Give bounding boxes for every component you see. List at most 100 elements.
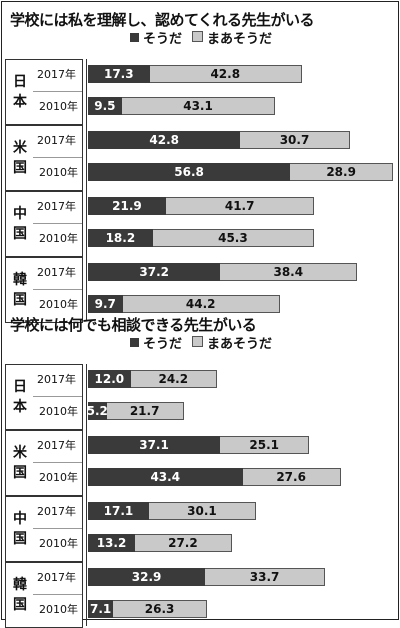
bar-segment: 9.7 bbox=[88, 295, 123, 313]
legend-item: そうだ bbox=[130, 32, 182, 47]
chart-title: 学校には何でも相談できる先生がいる bbox=[10, 316, 257, 334]
bar-segment: 21.7 bbox=[106, 402, 184, 420]
year-label: 2010年 bbox=[39, 232, 78, 245]
bar-segment: 32.9 bbox=[88, 568, 206, 586]
legend-item: まあそうだ bbox=[192, 31, 273, 47]
country-label-char: 韓 bbox=[13, 577, 27, 593]
bar-segment: 7.1 bbox=[88, 600, 114, 618]
legend-label: そうだ bbox=[143, 32, 183, 47]
year-label: 2017年 bbox=[37, 68, 76, 81]
legend-label: まあそうだ bbox=[207, 337, 273, 352]
bar-segment: 42.8 bbox=[88, 131, 241, 149]
year-label: 2010年 bbox=[39, 100, 78, 113]
country-label-char: 本 bbox=[13, 399, 27, 415]
year-label: 2017年 bbox=[37, 266, 76, 279]
bar-segment: 30.1 bbox=[148, 502, 257, 520]
year-label: 2017年 bbox=[37, 505, 76, 518]
year-separator bbox=[33, 462, 82, 463]
year-label: 2017年 bbox=[37, 134, 76, 147]
bar-segment: 38.4 bbox=[220, 263, 358, 281]
year-label-box: 2017年 2010年 bbox=[33, 364, 83, 430]
year-label-box: 2017年 2010年 bbox=[33, 125, 83, 191]
bar-segment: 42.8 bbox=[149, 65, 302, 83]
country-label-box: 中国 bbox=[5, 191, 35, 257]
year-label: 2017年 bbox=[37, 439, 76, 452]
year-separator bbox=[33, 396, 82, 397]
legend-item: まあそうだ bbox=[192, 336, 273, 352]
legend-label: まあそうだ bbox=[207, 32, 273, 47]
bar-segment: 43.4 bbox=[88, 468, 243, 486]
legend-swatch bbox=[130, 33, 139, 42]
country-label-char: 中 bbox=[13, 511, 27, 527]
bar-segment: 9.5 bbox=[88, 97, 122, 115]
year-label: 2010年 bbox=[39, 298, 78, 311]
bar-segment: 37.2 bbox=[88, 263, 221, 281]
year-separator bbox=[33, 528, 82, 529]
legend-swatch bbox=[192, 336, 204, 347]
bar-segment: 33.7 bbox=[205, 568, 326, 586]
year-label: 2017年 bbox=[37, 571, 76, 584]
bar-segment: 56.8 bbox=[88, 163, 291, 181]
country-label-char: 国 bbox=[13, 531, 27, 547]
bar-segment: 25.1 bbox=[220, 436, 310, 454]
country-label-box: 米国 bbox=[5, 125, 35, 191]
country-label-char: 中 bbox=[13, 206, 27, 222]
year-label: 2010年 bbox=[39, 471, 78, 484]
value-axis-line bbox=[86, 364, 87, 626]
bar-segment: 12.0 bbox=[88, 370, 131, 388]
bar-segment: 43.1 bbox=[121, 97, 276, 115]
bar-segment: 44.2 bbox=[122, 295, 280, 313]
chart-title: 学校には私を理解し、認めてくれる先生がいる bbox=[10, 11, 315, 29]
year-separator bbox=[33, 594, 82, 595]
year-separator bbox=[33, 223, 82, 224]
legend-label: そうだ bbox=[143, 337, 183, 352]
bar-segment: 30.7 bbox=[240, 131, 350, 149]
year-label-box: 2017年 2010年 bbox=[33, 191, 83, 257]
bar-segment: 27.2 bbox=[134, 534, 232, 552]
country-label-box: 韓国 bbox=[5, 257, 35, 323]
country-label-char: 国 bbox=[13, 226, 27, 242]
country-label-box: 日本 bbox=[5, 364, 35, 430]
year-label: 2017年 bbox=[37, 373, 76, 386]
year-label-box: 2017年 2010年 bbox=[33, 496, 83, 562]
bar-segment: 26.3 bbox=[113, 600, 207, 618]
year-label: 2017年 bbox=[37, 200, 76, 213]
year-label: 2010年 bbox=[39, 537, 78, 550]
country-label-box: 日本 bbox=[5, 59, 35, 125]
bar-segment: 17.1 bbox=[88, 502, 149, 520]
country-label-char: 韓 bbox=[13, 272, 27, 288]
chart-legend: そうだ まあそうだ bbox=[130, 28, 282, 47]
bar-segment: 28.9 bbox=[290, 163, 394, 181]
bar-segment: 41.7 bbox=[165, 197, 315, 215]
year-label: 2010年 bbox=[39, 603, 78, 616]
bar-segment: 24.2 bbox=[130, 370, 217, 388]
year-separator bbox=[33, 91, 82, 92]
year-label: 2010年 bbox=[39, 405, 78, 418]
year-separator bbox=[33, 289, 82, 290]
country-label-char: 日 bbox=[13, 74, 27, 90]
country-label-char: 国 bbox=[13, 292, 27, 308]
country-label-box: 中国 bbox=[5, 496, 35, 562]
bar-segment: 17.3 bbox=[88, 65, 150, 83]
bar-segment: 13.2 bbox=[88, 534, 135, 552]
value-axis-line bbox=[86, 59, 87, 321]
chart-legend: そうだ まあそうだ bbox=[130, 333, 282, 352]
bar-segment: 21.9 bbox=[88, 197, 166, 215]
country-label-char: 本 bbox=[13, 94, 27, 110]
country-label-char: 国 bbox=[13, 160, 27, 176]
year-label-box: 2017年 2010年 bbox=[33, 59, 83, 125]
year-separator bbox=[33, 157, 82, 158]
country-label-char: 米 bbox=[13, 445, 27, 461]
legend-item: そうだ bbox=[130, 337, 182, 352]
country-label-char: 国 bbox=[13, 597, 27, 613]
country-label-char: 米 bbox=[13, 140, 27, 156]
country-label-box: 米国 bbox=[5, 430, 35, 496]
year-label-box: 2017年 2010年 bbox=[33, 257, 83, 323]
year-label-box: 2017年 2010年 bbox=[33, 562, 83, 628]
legend-swatch bbox=[192, 31, 204, 42]
bar-segment: 27.6 bbox=[242, 468, 341, 486]
bar-segment: 18.2 bbox=[88, 229, 153, 247]
year-label: 2010年 bbox=[39, 166, 78, 179]
legend-swatch bbox=[130, 338, 139, 347]
country-label-char: 日 bbox=[13, 379, 27, 395]
